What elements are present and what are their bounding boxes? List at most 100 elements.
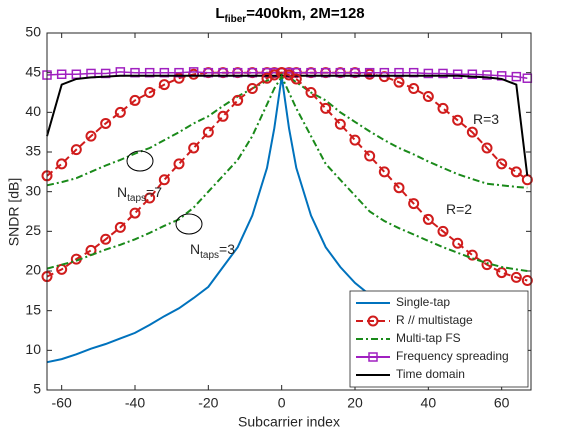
x-tick-label: -20 xyxy=(198,395,218,411)
marker xyxy=(173,72,185,84)
marker xyxy=(246,83,258,95)
marker xyxy=(188,142,200,154)
axes-frame xyxy=(46,32,532,391)
marker xyxy=(466,126,478,138)
series-line xyxy=(46,71,528,181)
marker xyxy=(173,158,185,170)
series-line xyxy=(46,74,528,272)
annotation-ellipse xyxy=(175,213,203,235)
marker xyxy=(114,221,126,233)
annotation-text: R=3 xyxy=(473,111,499,127)
marker xyxy=(367,315,379,327)
marker xyxy=(437,102,449,114)
x-tick-label: -60 xyxy=(52,395,72,411)
annotation-text: =3 xyxy=(219,241,235,257)
marker xyxy=(466,249,478,261)
marker xyxy=(56,69,67,80)
marker xyxy=(521,275,533,287)
marker xyxy=(511,71,522,82)
legend-label: R // multistage xyxy=(396,313,473,327)
annotation-text: N xyxy=(190,241,200,257)
y-tick-label: 25 xyxy=(25,222,41,238)
x-axis-label: Subcarrier index xyxy=(238,414,340,430)
y-tick-label: 20 xyxy=(25,262,41,278)
y-tick-label: 10 xyxy=(25,341,41,357)
annotation: Ntaps=7 xyxy=(117,184,162,204)
annotation: R=3 xyxy=(473,111,499,127)
marker xyxy=(378,166,390,178)
x-tick-label: 20 xyxy=(347,395,363,411)
marker xyxy=(393,182,405,194)
legend-label: Time domain xyxy=(396,367,465,381)
marker xyxy=(268,69,280,81)
marker xyxy=(334,118,346,130)
marker xyxy=(422,213,434,225)
marker xyxy=(496,158,508,170)
x-tick-label: 40 xyxy=(421,395,437,411)
annotation: Ntaps=3 xyxy=(190,241,235,261)
y-tick-label: 45 xyxy=(25,63,41,79)
y-tick-label: 50 xyxy=(25,24,41,40)
marker xyxy=(481,142,493,154)
y-tick-label: 15 xyxy=(25,301,41,317)
y-tick-label: 5 xyxy=(33,381,41,397)
y-tick-label: 30 xyxy=(25,182,41,198)
marker xyxy=(217,110,229,122)
chart-title: Lfiber=400km, 2M=128 xyxy=(215,5,364,25)
y-tick-label: 40 xyxy=(25,103,41,119)
title-part: =400km, 2M=128 xyxy=(246,5,364,22)
annotation-text: N xyxy=(117,184,127,200)
marker xyxy=(364,150,376,162)
marker xyxy=(320,102,332,114)
annotation: R=2 xyxy=(446,201,472,217)
plot-area: 5 10 15 20 25 30 35 40 45 50 -60 -40 -20 0 20 40 60 xyxy=(25,24,533,411)
annotation-subscript: taps xyxy=(127,193,146,204)
marker xyxy=(114,106,126,118)
marker xyxy=(290,73,302,85)
marker xyxy=(144,192,156,204)
marker xyxy=(452,237,464,249)
marker xyxy=(100,233,112,245)
marker xyxy=(100,117,112,129)
marker xyxy=(70,144,82,156)
marker xyxy=(510,166,522,178)
marker xyxy=(452,69,463,80)
annotation-text: R=2 xyxy=(446,201,472,217)
marker xyxy=(423,68,434,79)
marker xyxy=(305,87,317,98)
marker xyxy=(232,94,244,106)
marker xyxy=(158,174,170,186)
marker xyxy=(85,130,97,142)
x-tick-label: 60 xyxy=(494,395,510,411)
marker xyxy=(129,94,141,106)
marker xyxy=(129,207,141,219)
marker xyxy=(368,352,378,362)
marker xyxy=(158,79,170,91)
marker xyxy=(393,76,405,88)
marker xyxy=(496,267,508,279)
series-line xyxy=(46,73,528,189)
legend-label: Multi-tap FS xyxy=(396,331,461,345)
marker xyxy=(510,271,522,283)
marker xyxy=(144,87,156,98)
x-tick-label: -40 xyxy=(125,395,145,411)
legend: Single-tap R // multistage Multi-tap FS Fre… xyxy=(349,290,529,388)
marker xyxy=(408,198,420,210)
marker xyxy=(482,70,492,80)
annotation-text: =7 xyxy=(146,184,162,200)
annotation-ellipse xyxy=(126,150,154,172)
title-subscript: fiber xyxy=(225,14,247,25)
annotation-subscript: taps xyxy=(200,250,219,261)
marker xyxy=(349,134,361,146)
marker xyxy=(467,69,478,80)
y-axis-label: SNDR [dB] xyxy=(6,178,22,246)
y-tick-label: 35 xyxy=(25,143,41,159)
marker xyxy=(56,158,68,170)
legend-label: Single-tap xyxy=(396,295,450,309)
legend-label: Frequency spreading xyxy=(396,349,509,363)
marker xyxy=(202,126,214,138)
marker xyxy=(438,68,448,79)
legend-box xyxy=(349,290,529,388)
